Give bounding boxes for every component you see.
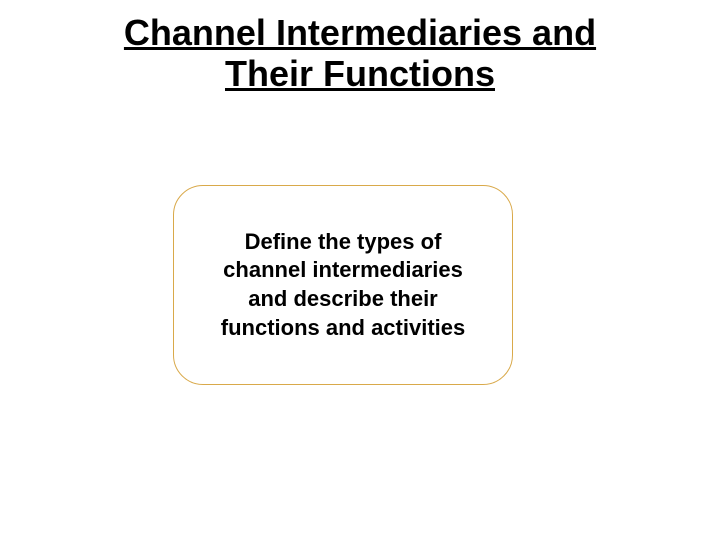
callout-line-4: functions and activities: [221, 315, 466, 340]
callout-text: Define the types of channel intermediari…: [205, 228, 482, 342]
slide-title: Channel Intermediaries and Their Functio…: [0, 0, 720, 95]
callout-line-3: and describe their: [248, 286, 438, 311]
callout-box: Define the types of channel intermediari…: [173, 185, 513, 385]
callout-line-2: channel intermediaries: [223, 257, 463, 282]
title-line-2: Their Functions: [225, 53, 495, 94]
title-line-1: Channel Intermediaries and: [124, 12, 596, 53]
callout-line-1: Define the types of: [245, 229, 442, 254]
